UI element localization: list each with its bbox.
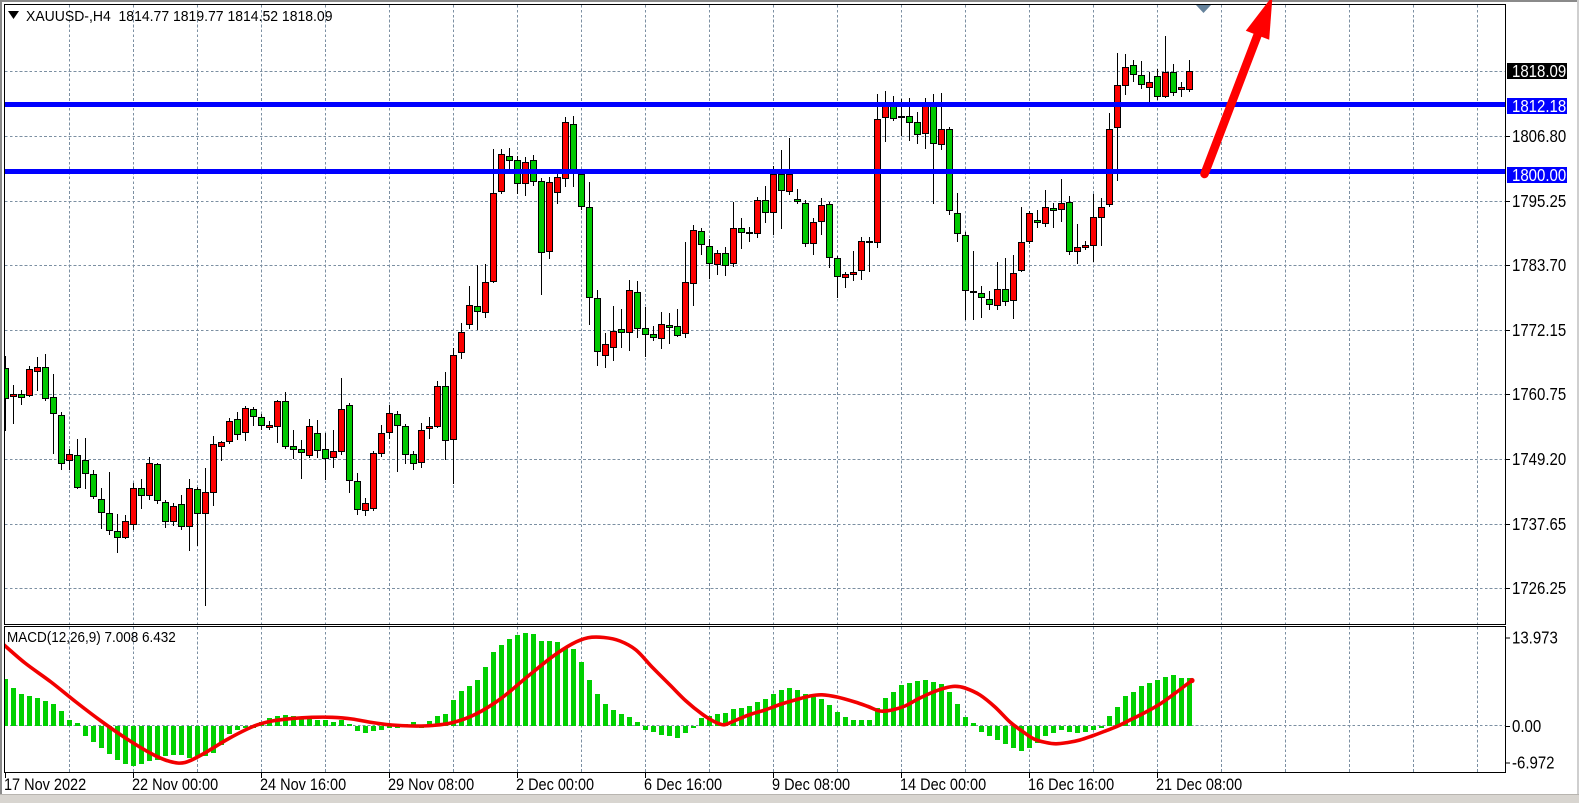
svg-text:1726.25: 1726.25 [1512, 579, 1566, 598]
svg-text:9 Dec 08:00: 9 Dec 08:00 [772, 776, 850, 794]
svg-text:1812.18: 1812.18 [1512, 97, 1566, 116]
svg-text:17 Nov 2022: 17 Nov 2022 [4, 776, 86, 794]
svg-text:14 Dec 00:00: 14 Dec 00:00 [900, 776, 986, 794]
svg-text:1783.70: 1783.70 [1512, 256, 1566, 275]
svg-text:1760.75: 1760.75 [1512, 385, 1566, 404]
svg-text:6 Dec 16:00: 6 Dec 16:00 [644, 776, 722, 794]
svg-text:1772.15: 1772.15 [1512, 321, 1566, 340]
svg-text:21 Dec 08:00: 21 Dec 08:00 [1156, 776, 1242, 794]
svg-text:2 Dec 00:00: 2 Dec 00:00 [516, 776, 594, 794]
svg-text:1800.00: 1800.00 [1512, 166, 1566, 185]
svg-text:0.00: 0.00 [1512, 717, 1541, 736]
svg-text:1737.65: 1737.65 [1512, 515, 1566, 534]
svg-text:16 Dec 16:00: 16 Dec 16:00 [1028, 776, 1114, 794]
svg-text:22 Nov 00:00: 22 Nov 00:00 [132, 776, 218, 794]
svg-text:MACD(12,26,9) 7.008 6.432: MACD(12,26,9) 7.008 6.432 [7, 629, 176, 646]
svg-text:1795.25: 1795.25 [1512, 192, 1566, 211]
svg-text:29 Nov 08:00: 29 Nov 08:00 [388, 776, 474, 794]
svg-text:13.973: 13.973 [1512, 628, 1558, 647]
svg-text:XAUUSD-,H4 1814.77 1819.77 18: XAUUSD-,H4 1814.77 1819.77 1814.52 1818.… [26, 9, 333, 26]
svg-text:1749.20: 1749.20 [1512, 450, 1566, 469]
svg-text:1818.09: 1818.09 [1512, 62, 1566, 81]
svg-text:-6.972: -6.972 [1512, 753, 1555, 772]
svg-text:24 Nov 16:00: 24 Nov 16:00 [260, 776, 346, 794]
svg-text:1806.80: 1806.80 [1512, 127, 1566, 146]
